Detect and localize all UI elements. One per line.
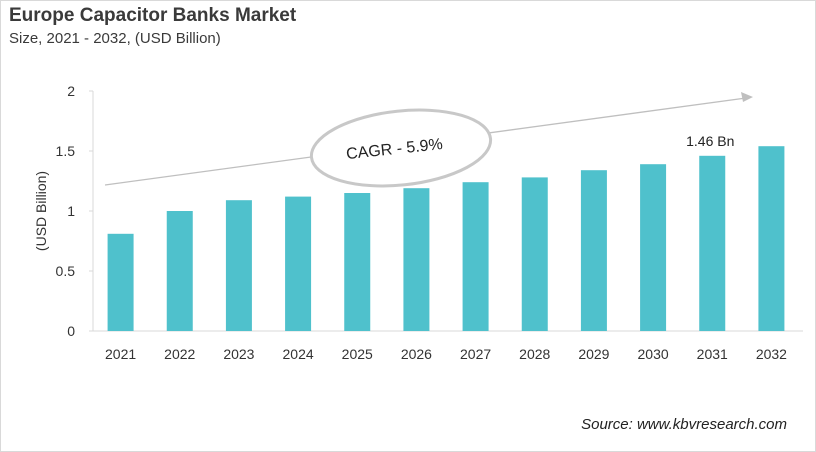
y-tick-label: 2 bbox=[67, 83, 75, 99]
trend-arrowhead bbox=[741, 92, 753, 102]
x-tick-label: 2023 bbox=[223, 346, 254, 362]
x-tick-label: 2021 bbox=[105, 346, 136, 362]
bar-2030 bbox=[640, 164, 667, 331]
chart-title: Europe Capacitor Banks Market bbox=[9, 5, 297, 26]
y-tick-label: 1.5 bbox=[56, 143, 76, 159]
x-tick-label: 2025 bbox=[342, 346, 373, 362]
y-tick-label: 1 bbox=[67, 203, 75, 219]
x-tick-label: 2029 bbox=[578, 346, 609, 362]
bar-2022 bbox=[166, 211, 193, 331]
y-tick-label: 0 bbox=[67, 323, 75, 339]
chart-subtitle: Size, 2021 - 2032, (USD Billion) bbox=[9, 30, 221, 47]
x-tick-label: 2030 bbox=[638, 346, 669, 362]
bar-data-label: 1.46 Bn bbox=[686, 133, 734, 149]
y-axis-label: (USD Billion) bbox=[33, 171, 49, 251]
x-tick-label: 2026 bbox=[401, 346, 432, 362]
x-tick-label: 2022 bbox=[164, 346, 195, 362]
cagr-ellipse bbox=[309, 108, 493, 188]
bar-2026 bbox=[403, 188, 430, 331]
bar-2024 bbox=[285, 196, 312, 331]
bar-2028 bbox=[521, 177, 548, 331]
y-tick-label: 0.5 bbox=[56, 263, 76, 279]
bar-2023 bbox=[225, 200, 252, 331]
bar-2031 bbox=[699, 155, 726, 331]
bar-2032 bbox=[758, 146, 785, 331]
source-text: Source: www.kbvresearch.com bbox=[581, 416, 787, 433]
bar-2029 bbox=[580, 170, 607, 331]
x-tick-label: 2032 bbox=[756, 346, 787, 362]
bar-2027 bbox=[462, 182, 489, 331]
bar-2025 bbox=[344, 193, 371, 331]
x-tick-label: 2028 bbox=[519, 346, 550, 362]
x-tick-label: 2027 bbox=[460, 346, 491, 362]
x-tick-label: 2031 bbox=[697, 346, 728, 362]
x-tick-label: 2024 bbox=[283, 346, 314, 362]
bar-2021 bbox=[107, 233, 134, 331]
